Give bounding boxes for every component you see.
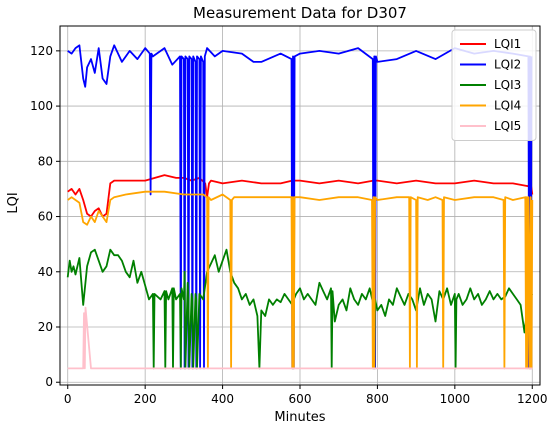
legend-label-lqi4: LQI4 <box>494 99 521 113</box>
y-tick-label: 0 <box>45 375 53 389</box>
x-tick-label: 600 <box>289 392 312 406</box>
axis-ticks: 0 200 400 600 800 1000 1200 0 20 40 60 80 100 120 <box>30 44 547 406</box>
y-tick-label: 100 <box>30 99 53 113</box>
legend-label-lqi5: LQI5 <box>494 119 521 133</box>
legend-label-lqi1: LQI1 <box>494 37 521 51</box>
y-axis-label: LQI <box>6 192 21 213</box>
series-line-lqi4 <box>67 190 534 370</box>
y-tick-label: 40 <box>38 265 53 279</box>
chart-title: Measurement Data for D307 <box>193 4 407 22</box>
x-tick-label: 200 <box>134 392 157 406</box>
legend-label-lqi3: LQI3 <box>494 78 521 92</box>
x-tick-label: 1000 <box>440 392 471 406</box>
y-tick-label: 20 <box>38 320 53 334</box>
y-tick-label: 60 <box>38 210 53 224</box>
series-lines <box>66 44 534 370</box>
x-tick-label: 1200 <box>517 392 548 406</box>
legend-box <box>451 29 537 141</box>
series-line-lqi2 <box>67 44 533 370</box>
x-tick-label: 400 <box>211 392 234 406</box>
y-tick-label: 80 <box>38 154 53 168</box>
legend: LQI1 LQI2 LQI3 LQI4 LQI5 <box>451 29 537 141</box>
series-line-lqi3 <box>66 248 534 370</box>
series-line-lqi5 <box>67 306 533 370</box>
legend-label-lqi2: LQI2 <box>494 58 521 72</box>
y-tick-label: 120 <box>30 44 53 58</box>
x-tick-label: 0 <box>64 392 72 406</box>
x-axis-label: Minutes <box>274 410 325 425</box>
series-line-lqi1 <box>67 174 534 218</box>
x-tick-label: 800 <box>366 392 389 406</box>
